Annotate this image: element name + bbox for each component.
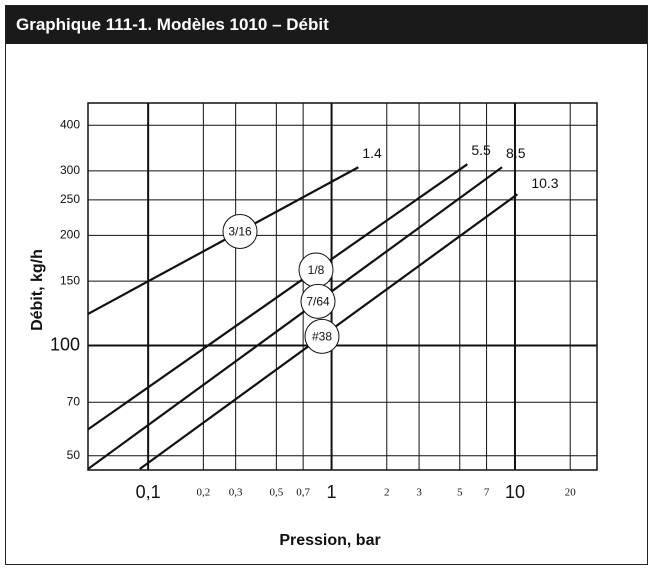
y-tick-label: 100 — [50, 334, 80, 354]
nozzle-marker — [304, 318, 340, 354]
y-tick-label: 200 — [60, 228, 80, 242]
x-tick-label: 5 — [457, 487, 463, 499]
x-tick-label: 10 — [505, 482, 525, 502]
legend-label: 1/8 — [308, 263, 325, 277]
line — [87, 163, 468, 431]
y-tick-label: 250 — [60, 192, 80, 206]
y-axis-label: Débit, kg/h — [29, 249, 46, 331]
x-tick-label: 0,3 — [229, 487, 243, 499]
x-tick-label: 20 — [565, 487, 577, 499]
end-label: 8.5 — [506, 145, 526, 161]
frame: Graphique 111-1. Modèles 1010 – Débit — [5, 5, 648, 565]
x-tick-label: 1 — [327, 482, 337, 502]
legend-label: 7/64 — [306, 295, 330, 309]
legend-label: #38 — [312, 330, 332, 344]
x-axis-label: Pression, bar — [279, 532, 380, 549]
x-tick-label: 3 — [416, 487, 422, 499]
end-label: 5.5 — [471, 142, 491, 158]
y-tick-label: 300 — [60, 163, 80, 177]
end-label: 10.3 — [531, 175, 558, 191]
x-tick-label: 0,2 — [196, 487, 210, 499]
x-tick-label: 0,7 — [296, 487, 310, 499]
line — [87, 166, 503, 470]
nozzle-marker — [300, 283, 336, 319]
x-tick-label: 0,5 — [269, 487, 283, 499]
y-tick-label: 50 — [67, 448, 81, 462]
line — [87, 166, 359, 315]
x-tick-label: 7 — [484, 487, 490, 499]
plot-area — [87, 102, 598, 471]
x-tick-label: 0,1 — [136, 482, 161, 502]
x-tick-label: 2 — [384, 487, 390, 499]
nozzle-marker — [222, 213, 258, 249]
y-tick-label: 70 — [67, 394, 81, 408]
end-label: 1.4 — [362, 145, 382, 161]
y-tick-label: 400 — [60, 117, 80, 131]
y-tick-label: 150 — [60, 273, 80, 287]
legend-label: 3/16 — [228, 225, 252, 239]
header-title: Graphique 111-1. Modèles 1010 – Débit — [6, 6, 647, 44]
